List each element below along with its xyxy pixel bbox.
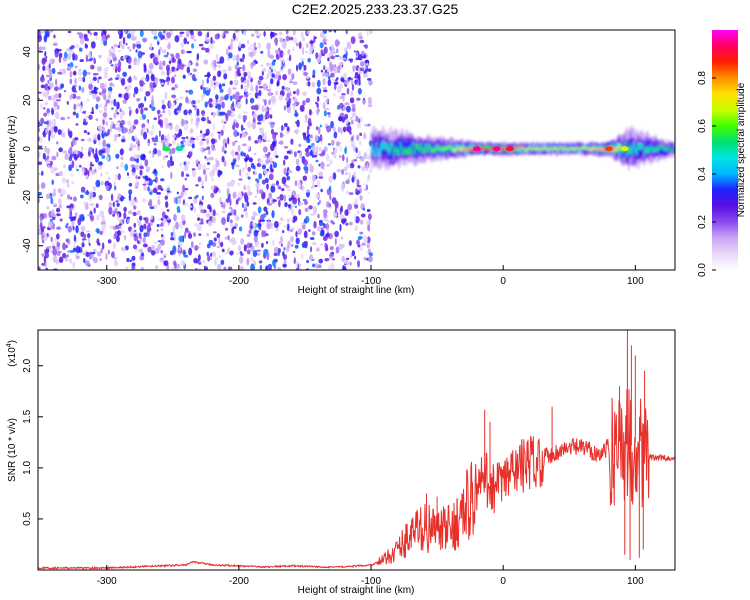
- x-tick-label: 100: [627, 576, 644, 587]
- snr-x-axis-label: Height of straight line (km): [298, 585, 415, 596]
- spectrogram-x-axis-label: Height of straight line (km): [298, 285, 415, 296]
- y-tick-label: -20: [22, 190, 33, 205]
- colorbar-tick-label: 0.6: [697, 119, 708, 133]
- y-tick-label: 20: [22, 94, 33, 106]
- x-tick-label: -200: [229, 276, 249, 287]
- hot-spot: [175, 146, 184, 152]
- spectrogram-y-axis-label: Frequency (Hz): [7, 116, 18, 185]
- snr-spikes: [426, 330, 646, 560]
- x-tick-label: 0: [500, 276, 506, 287]
- x-tick-label: -100: [361, 276, 381, 287]
- colorbar-gradient: [712, 30, 738, 270]
- snr-x-ticks: -300 -200 -100 0 100: [97, 565, 644, 587]
- snr-line: [38, 389, 675, 570]
- hot-spot: [604, 146, 613, 152]
- colorbar-ticks: 0.0 0.2 0.4 0.6 0.8: [697, 71, 716, 277]
- y-tick-label: 1.0: [22, 460, 33, 474]
- x-tick-label: 0: [500, 576, 506, 587]
- figure-title: C2E2.2025.233.23.37.G25: [292, 1, 459, 17]
- y-tick-label: -40: [22, 238, 33, 253]
- colorbar-label: Normalized spectral amplitude: [736, 82, 747, 217]
- scale-factor-exponent: 4: [6, 343, 13, 347]
- x-tick-label: -200: [229, 576, 249, 587]
- colorbar: 0.0 0.2 0.4 0.6 0.8 Normalized spectral ampl…: [697, 30, 747, 277]
- colorbar-tick-label: 0.0: [697, 263, 708, 277]
- spectrogram-frame: [37, 29, 676, 271]
- hot-spot: [505, 146, 514, 152]
- x-tick-label: 100: [627, 276, 644, 287]
- y-tick-label: 0.5: [22, 512, 33, 526]
- hot-spot: [162, 146, 171, 152]
- colorbar-tick-label: 0.2: [697, 215, 708, 229]
- x-tick-label: -300: [97, 276, 117, 287]
- spectrogram-y-ticks: -40 -20 0 20 40: [22, 46, 43, 253]
- signal-band: [371, 125, 675, 171]
- noise-speckles: [38, 30, 373, 270]
- hot-spot: [620, 146, 629, 152]
- colorbar-tick-label: 0.4: [697, 167, 708, 181]
- snr-y-ticks: 0.5 1.0 1.5 2.0: [22, 358, 43, 526]
- snr-y-axis-label: SNR (10 * v/v): [7, 418, 18, 482]
- y-tick-label: 2.0: [22, 358, 33, 372]
- snr-plot-area: [38, 330, 675, 570]
- hot-spot: [472, 146, 481, 152]
- x-tick-label: -300: [97, 576, 117, 587]
- spectrogram-x-ticks: -300 -200 -100 0 100: [97, 265, 644, 287]
- spectrogram-image: [38, 30, 675, 270]
- hot-spot: [492, 146, 501, 152]
- y-tick-label: 40: [22, 46, 33, 58]
- y-tick-label: 0: [22, 146, 33, 152]
- y-tick-label: 1.5: [22, 409, 33, 423]
- snr-panel: -300 -200 -100 0 100 0.5 1.0 1.5 2.0 Height of …: [6, 329, 676, 596]
- x-tick-label: -100: [361, 576, 381, 587]
- scale-factor-base: (x10: [7, 347, 18, 367]
- svg-text:(x104): (x104): [6, 340, 18, 367]
- snr-frame: [37, 329, 676, 571]
- colorbar-tick-label: 0.8: [697, 71, 708, 85]
- snr-scale-factor: (x104): [6, 340, 18, 367]
